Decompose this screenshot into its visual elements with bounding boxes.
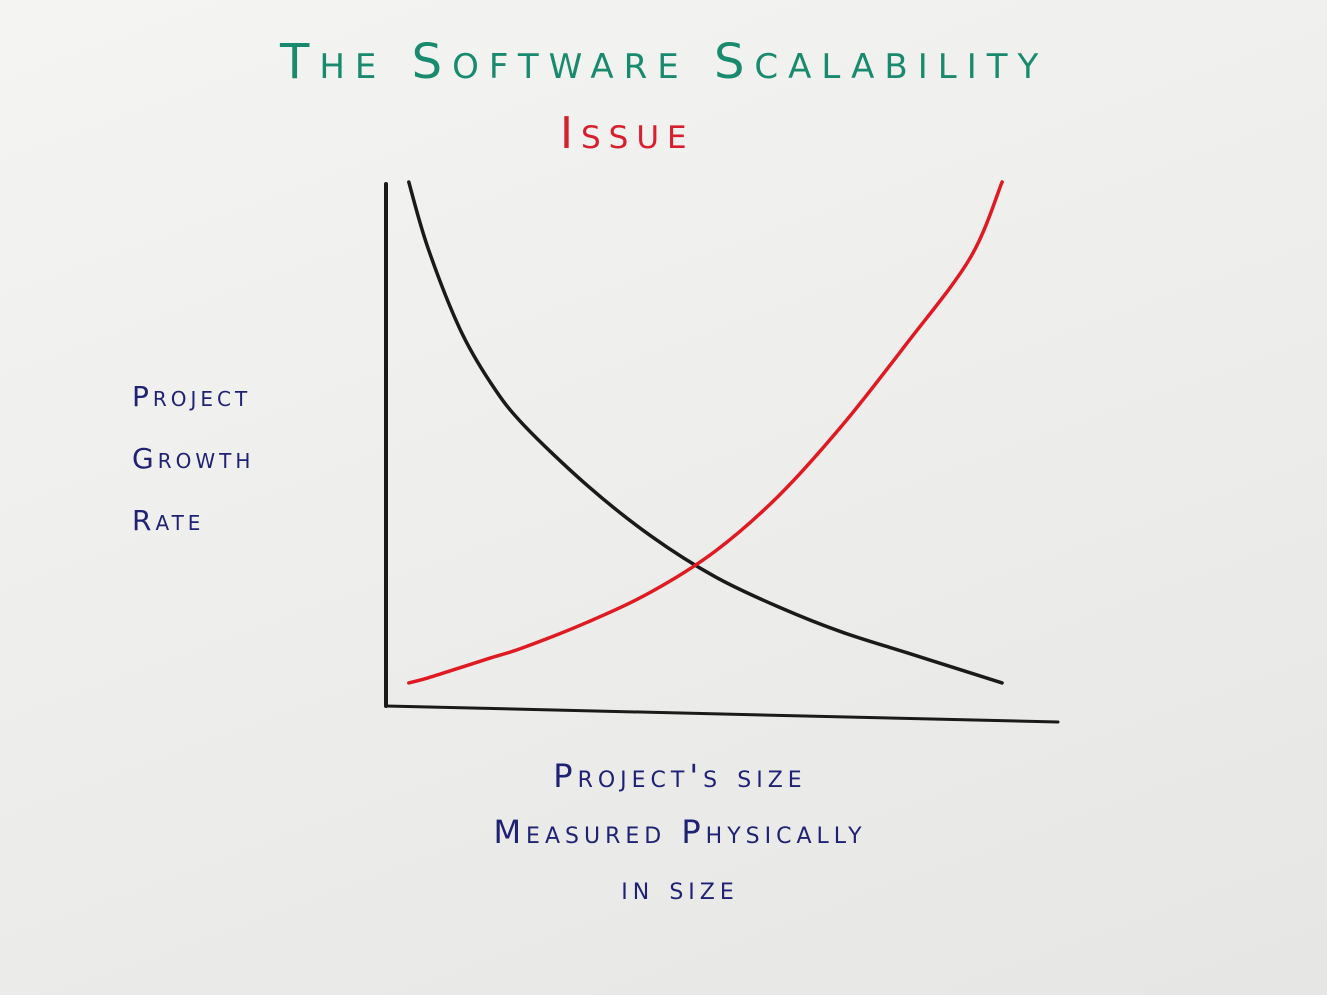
x-axis xyxy=(384,704,1060,724)
series-line-0 xyxy=(407,180,1004,685)
x-axis-label-line: Measured Physically xyxy=(493,813,867,851)
series-layer xyxy=(407,180,1004,685)
y-axis-label-line: Project xyxy=(132,380,252,413)
y-axis-label-line: Growth xyxy=(132,442,255,475)
y-axis-label-line: Rate xyxy=(132,504,205,537)
x-axis-label-line: in size xyxy=(621,869,739,907)
series-line-1 xyxy=(407,180,1004,685)
y-axis-label: Project Growth Rate xyxy=(132,366,332,552)
chart-title: The Software Scalability xyxy=(280,34,1049,90)
x-axis-label: Project's size Measured Physically in si… xyxy=(400,748,960,916)
x-axis-label-line: Project's size xyxy=(553,757,807,795)
chart-subtitle: Issue xyxy=(560,108,695,159)
